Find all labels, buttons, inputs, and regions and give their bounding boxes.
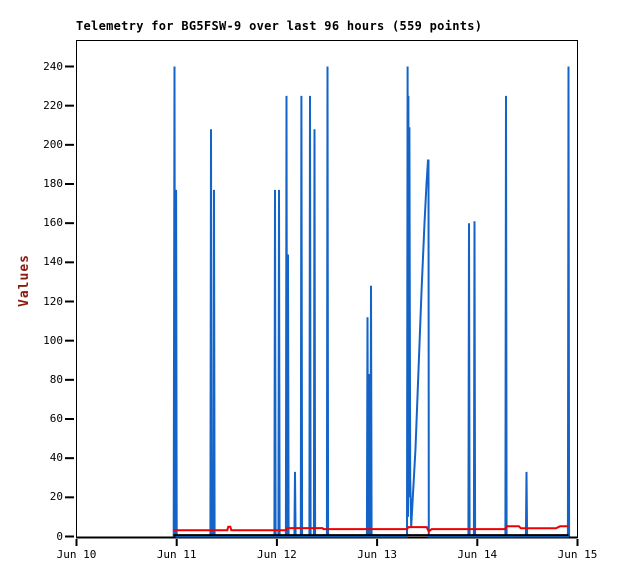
- y-tick-label: 0: [56, 529, 63, 543]
- y-tick-label: 180: [43, 177, 63, 190]
- x-tick-label: Jun 12: [257, 548, 297, 561]
- y-tick-label: 200: [43, 137, 63, 151]
- y-tick-label: 240: [43, 59, 63, 73]
- y-tick-label: 100: [43, 333, 63, 347]
- series-blue-spikes: [172, 66, 571, 538]
- y-tick-label: 80: [49, 372, 63, 386]
- x-tick-label: Jun 13: [357, 548, 397, 561]
- x-tick-label: Jun 10: [56, 548, 97, 561]
- y-tick-label: 40: [49, 451, 63, 465]
- series-red-line: [173, 525, 569, 533]
- chart-title: Telemetry for BG5FSW-9 over last 96 hour…: [76, 19, 483, 33]
- x-tick-label: Jun 15: [557, 548, 598, 561]
- plot-area: [65, 40, 579, 546]
- y-tick-label: 220: [43, 98, 63, 112]
- y-tick-label: 160: [43, 216, 63, 230]
- y-tick-label: 140: [43, 255, 63, 269]
- x-tick-label: Jun 14: [457, 548, 498, 561]
- y-tick-label: 60: [49, 412, 63, 425]
- y-tick-label: 20: [49, 490, 63, 504]
- y-tick-label: 120: [43, 294, 63, 308]
- x-tick-label: Jun 11: [156, 548, 197, 561]
